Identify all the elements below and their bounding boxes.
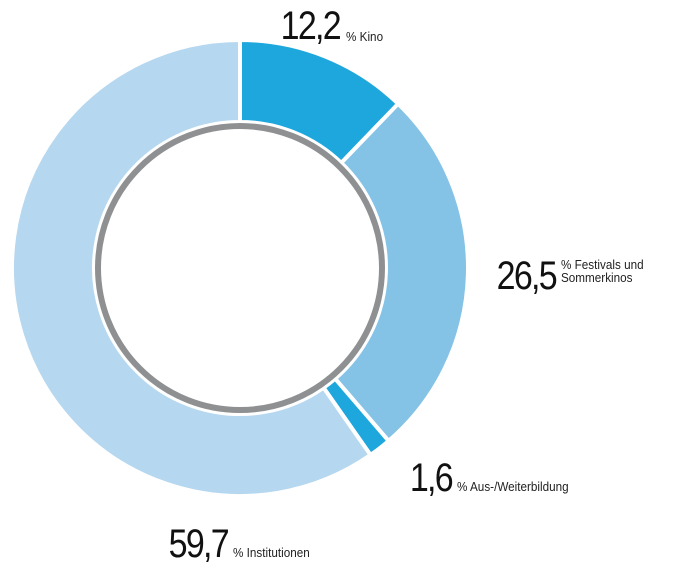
category-label: % Kino <box>346 29 384 44</box>
category-label: % Institutionen <box>233 545 310 560</box>
value-label: 1,6 <box>409 456 454 500</box>
slice <box>332 100 470 444</box>
slice <box>10 37 374 498</box>
value-label: 26,5 <box>496 254 558 298</box>
value-label: 59,7 <box>168 522 230 566</box>
value-label: 12,2 <box>280 4 342 48</box>
category-label: % Festivals und Sommerkinos <box>561 257 644 285</box>
inner-ring <box>95 123 385 413</box>
category-label: % Aus-/Weiterbildung <box>457 479 569 494</box>
